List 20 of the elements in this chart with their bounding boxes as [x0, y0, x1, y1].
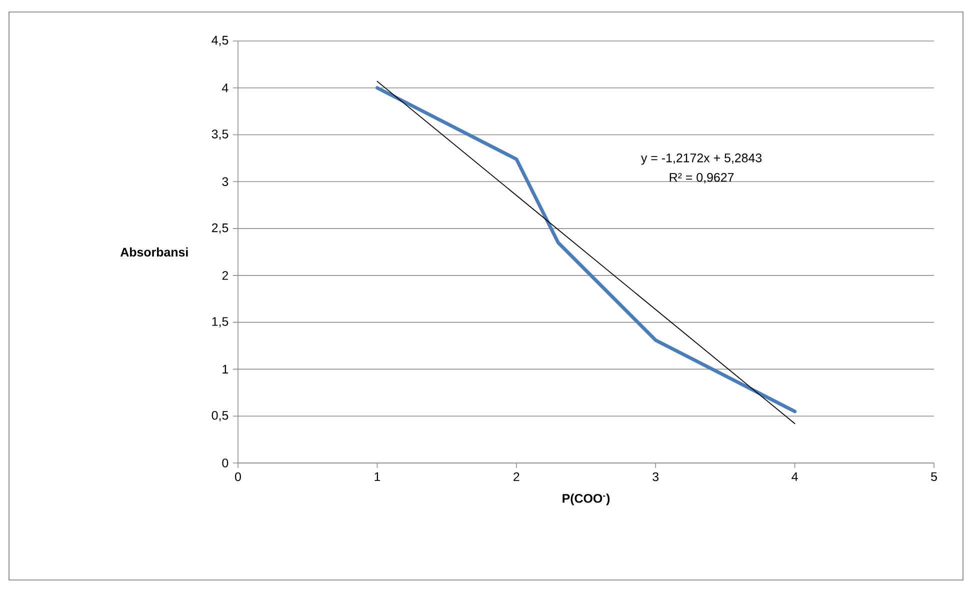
x-tick-label: 4: [792, 472, 798, 481]
y-tick-label: 1: [222, 364, 228, 374]
y-tick-label: 1,5: [212, 317, 228, 328]
x-tick-label: 5: [931, 472, 937, 482]
y-tick-label: 4,5: [212, 36, 228, 46]
y-tick-label: 2,5: [212, 223, 228, 234]
y-tick-label: 0,5: [212, 410, 228, 422]
y-tick-label: 0: [222, 458, 228, 468]
x-axis-title: P(COO$^{-}$): [562, 494, 610, 506]
x-tick-label: 1: [374, 472, 380, 481]
x-tick-label: 2: [514, 472, 520, 482]
annotation: y = -1,2172x + 5,2843: [640, 154, 762, 165]
x-tick-label: 0: [235, 472, 241, 482]
y-tick-label: 2: [222, 271, 228, 280]
y-axis-title: Absorbansi: [120, 247, 188, 257]
y-tick-label: 3: [222, 177, 228, 186]
y-tick-label: 4: [222, 84, 228, 92]
x-tick-label: 3: [652, 472, 659, 482]
y-tick-label: 3,5: [212, 130, 228, 140]
annotation: R² = 0,9627: [670, 173, 734, 184]
